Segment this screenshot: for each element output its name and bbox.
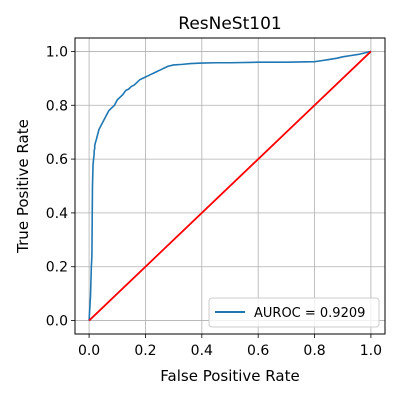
y-tick-label: 0.0 <box>46 314 68 330</box>
series-layer <box>88 50 372 322</box>
y-tick-label: 0.4 <box>46 206 68 222</box>
legend-box <box>208 297 380 328</box>
y-axis-label: True Positive Rate <box>14 119 32 254</box>
x-tick-label: 0.0 <box>78 343 100 359</box>
roc-curve-line <box>88 50 372 321</box>
legend-label: AUROC = 0.9209 <box>254 306 365 321</box>
ticks-layer: 0.0 0.2 0.4 0.6 0.8 1.0 0.0 0.2 0.4 0.6 0.8 1.0 <box>46 44 382 359</box>
y-tick-label: 0.2 <box>46 260 68 276</box>
chart-title: ResNeSt101 <box>178 14 281 34</box>
grid-layer <box>75 38 385 334</box>
x-tick-label: 0.6 <box>247 343 269 359</box>
x-tick-label: 1.0 <box>360 343 382 359</box>
y-tick-label: 1.0 <box>46 44 68 60</box>
chance-diagonal-line <box>88 50 372 322</box>
plot-frame <box>74 37 386 335</box>
y-tick-label: 0.8 <box>46 98 68 114</box>
x-tick-label: 0.8 <box>303 343 325 359</box>
x-tick-label: 0.4 <box>191 343 213 359</box>
y-tick-label: 0.6 <box>46 152 68 168</box>
x-axis-label: False Positive Rate <box>160 367 299 385</box>
x-tick-label: 0.2 <box>134 343 156 359</box>
legend: AUROC = 0.9209 <box>208 297 380 328</box>
